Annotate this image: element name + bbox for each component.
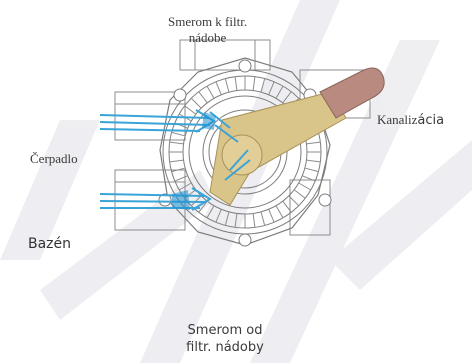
valve-handle [209,67,385,206]
ring-tick [306,141,321,145]
ring-tick [282,200,292,213]
ring-tick [293,189,306,199]
ring-tick [275,85,284,99]
ring-tick [215,209,222,223]
ring-tick [171,131,186,137]
label-pump: Čerpadlo [30,151,78,166]
ring-tick [234,76,238,91]
ring-tick [252,76,256,91]
label-from-filter-line2: filtr. nádoby [186,340,264,355]
ring-tick [190,97,202,109]
flow-arrow-icon [209,111,251,181]
label-to-filter-line1: Smerom k filtr. [168,14,248,29]
flow-highlight [172,112,216,210]
ring-tick [268,209,275,223]
ring-tick [198,200,208,213]
ring-tick [224,211,230,226]
ring-tick [306,159,321,163]
ring-tick [298,182,312,191]
ring-tick [304,167,319,173]
ring-tick [224,78,230,93]
ring-tick [215,81,222,95]
label-from-filter: Smerom od filtr. nádoby [150,322,300,356]
ring-tick [234,213,238,228]
ring-tick [198,91,208,104]
ring-tick [190,195,202,207]
valve-bolts [158,59,332,247]
ring-tick [169,159,184,163]
label-drain-part2: ácia [417,113,445,128]
ring-tick [169,141,184,145]
ring-tick [184,105,197,115]
ring-tick [206,205,215,219]
ring-tick [275,205,284,219]
ring-tick [282,91,292,104]
ring-tick [288,195,300,207]
ring-tick [178,182,192,191]
label-pool: Bazén [28,236,72,252]
ring-tick [260,211,266,226]
label-to-filter: Smerom k filtr. nádobe [168,14,247,46]
ring-tick [260,78,266,93]
label-drain: Kanalizácia [377,112,444,128]
ring-tick [268,81,275,95]
ring-tick [206,85,215,99]
ring-tick [171,167,186,173]
ring-tick [174,175,188,182]
label-to-filter-line2: nádobe [188,30,227,45]
label-from-filter-line1: Smerom od [187,323,263,338]
label-drain-part1: Kanaliz [377,112,418,127]
ring-tick [252,213,256,228]
ring-tick [302,175,316,182]
